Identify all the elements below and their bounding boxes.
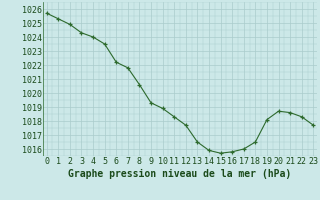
X-axis label: Graphe pression niveau de la mer (hPa): Graphe pression niveau de la mer (hPa) — [68, 169, 292, 179]
